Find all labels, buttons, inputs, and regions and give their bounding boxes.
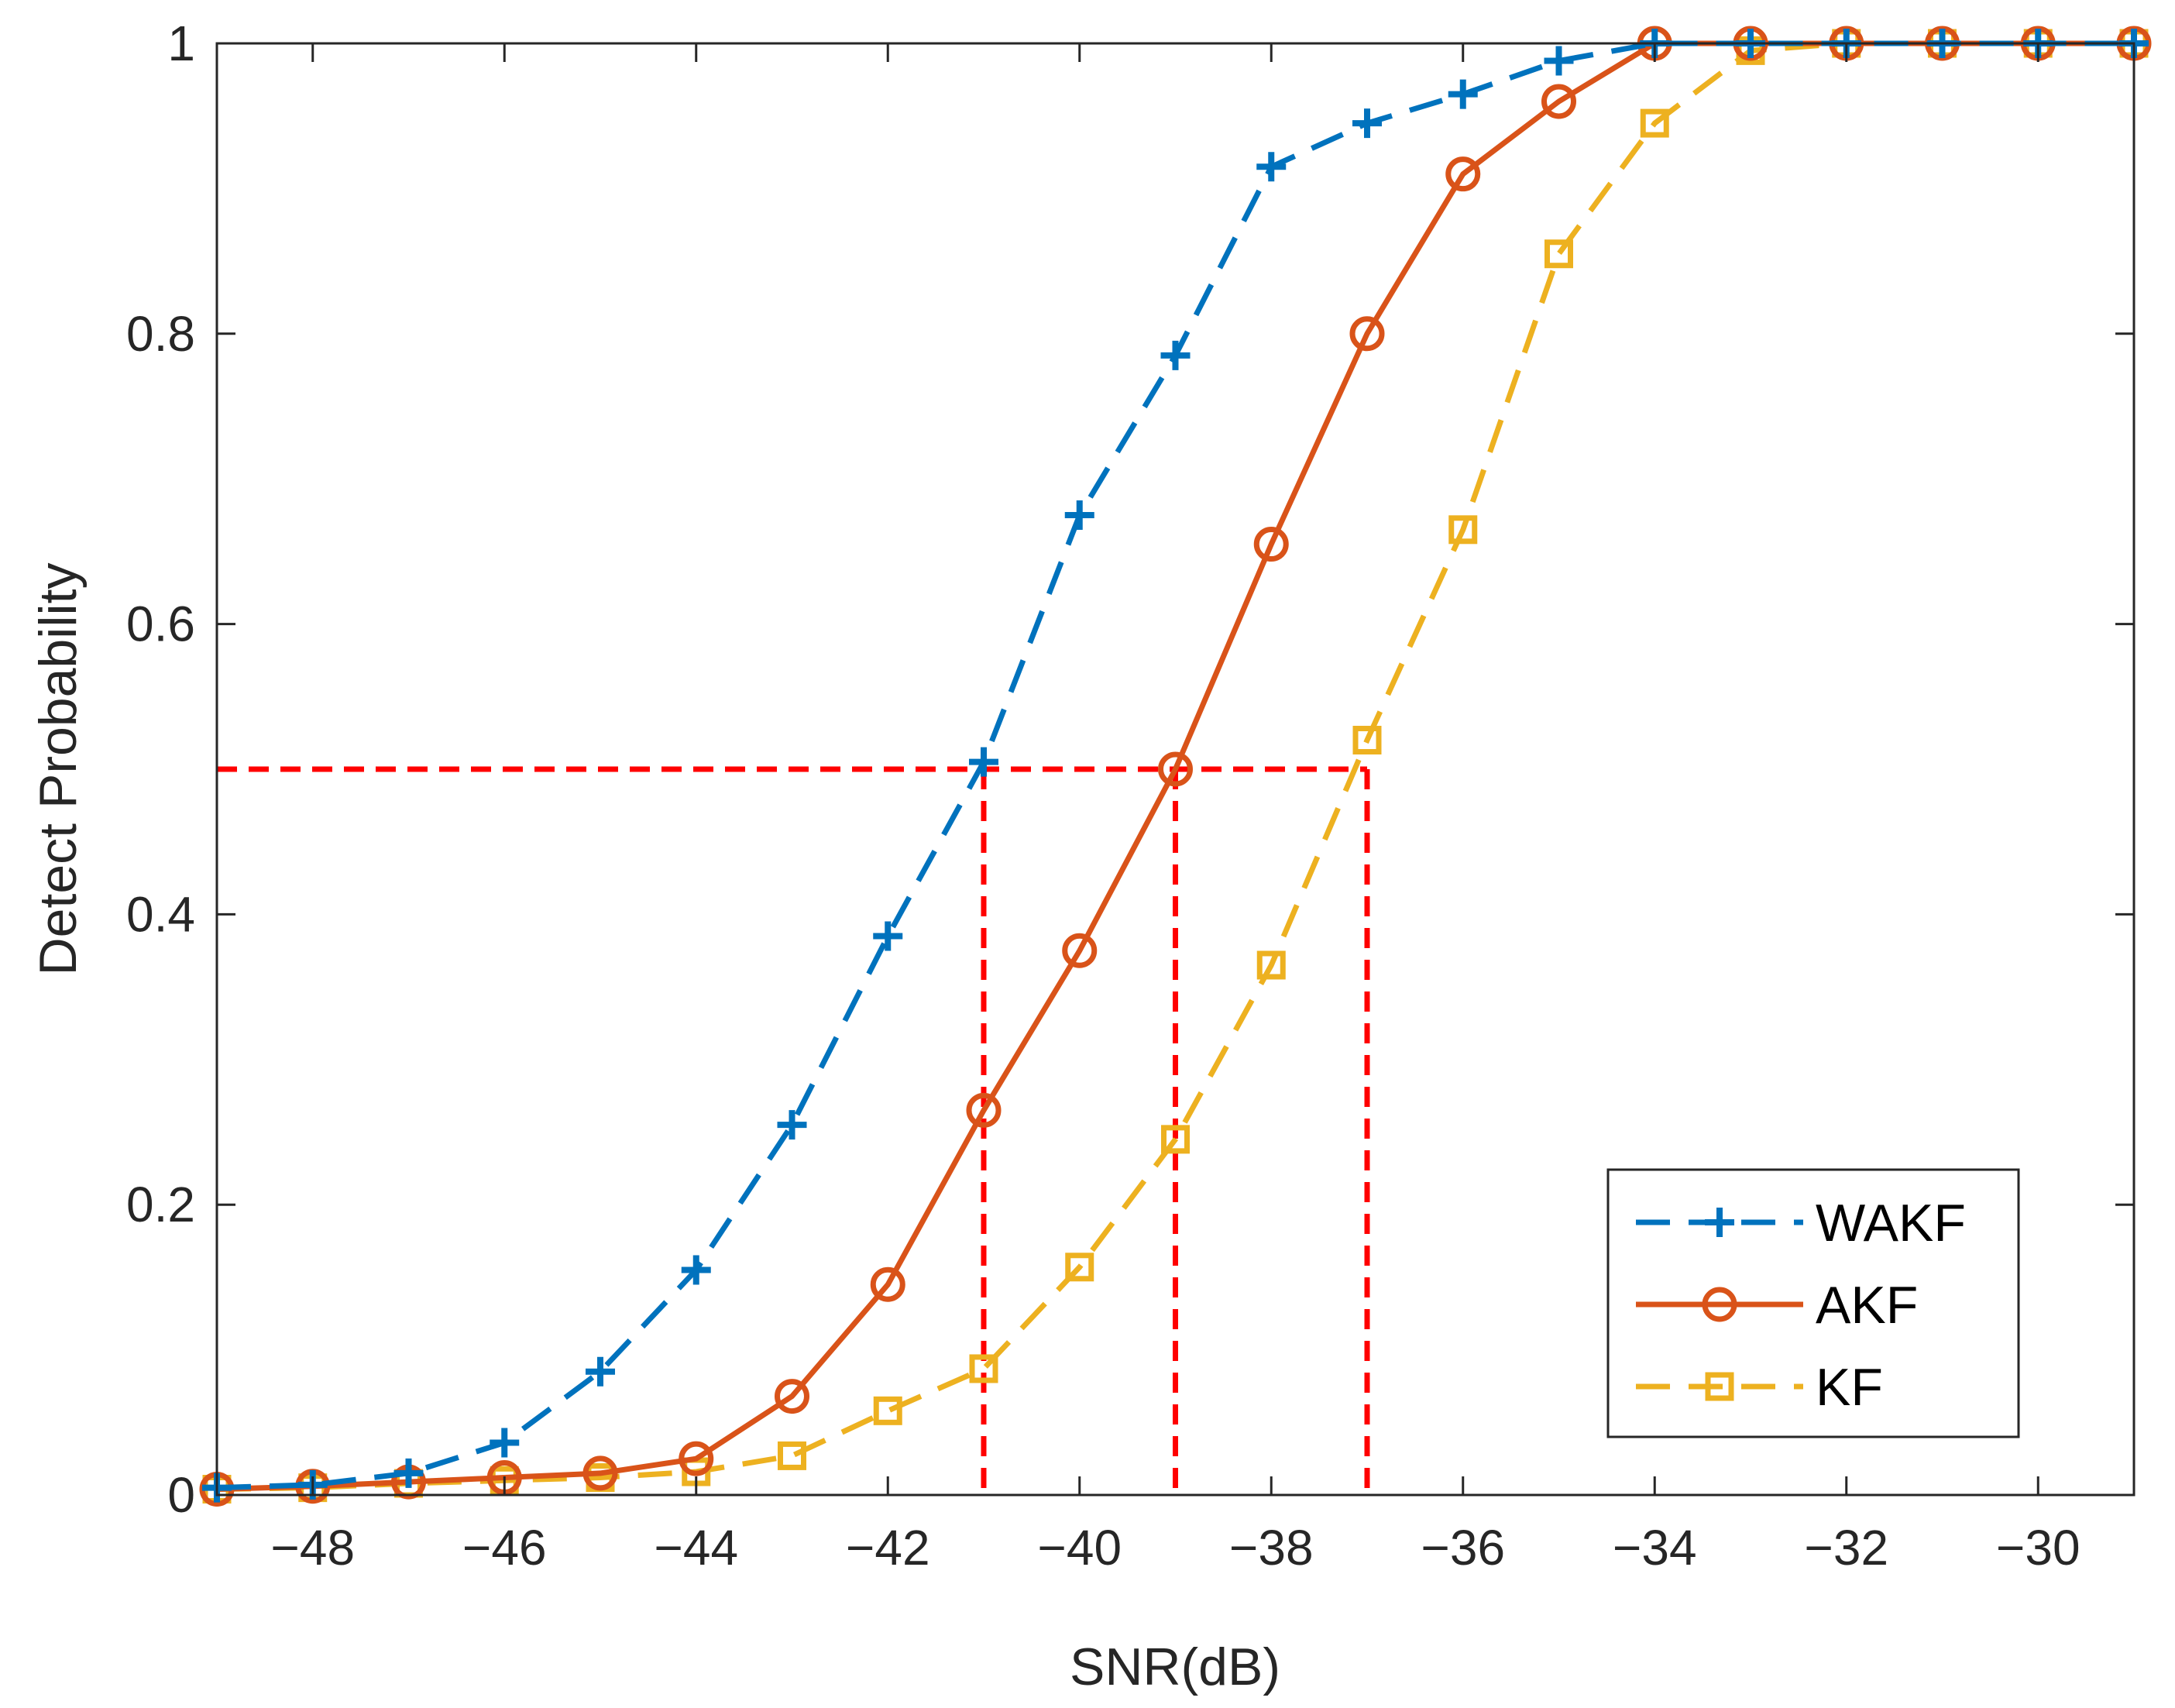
legend-marker-kf: [1705, 1372, 1734, 1401]
data-point-wakf: [1448, 79, 1478, 109]
data-point-kf: [1640, 108, 1669, 138]
x-tick-label: −42: [846, 1520, 930, 1576]
data-point-wakf: [1544, 46, 1574, 76]
data-point-wakf: [490, 1428, 520, 1458]
data-point-wakf: [1352, 108, 1382, 139]
legend-label-akf: AKF: [1816, 1276, 1918, 1335]
plot-frame: [215, 42, 2135, 1497]
data-point-akf: [679, 1441, 714, 1476]
y-tick-label: 0.6: [126, 596, 195, 652]
data-point-akf: [1349, 316, 1385, 352]
data-point-wakf: [969, 747, 998, 777]
legend: WAKF AKF KF: [1606, 1168, 2020, 1438]
x-tick-label: −44: [654, 1520, 738, 1576]
x-tick-label: −30: [1996, 1520, 2081, 1576]
data-point-kf: [1352, 726, 1382, 755]
data-point-kf: [969, 1354, 998, 1383]
data-point-kf: [873, 1396, 902, 1425]
data-point-akf: [1158, 751, 1193, 787]
y-tick-label: 0.8: [126, 306, 195, 362]
y-axis-title: Detect Probability: [29, 563, 88, 976]
data-point-akf: [966, 1092, 1002, 1128]
data-point-akf: [1541, 84, 1576, 119]
y-tick-label: 1: [167, 15, 195, 71]
data-point-wakf: [777, 1110, 807, 1140]
data-point-kf: [1065, 1253, 1094, 1282]
x-tick-label: −36: [1421, 1520, 1505, 1576]
data-point-kf: [1544, 239, 1573, 269]
x-axis-title: SNR(dB): [1070, 1638, 1280, 1696]
data-point-akf: [1062, 933, 1098, 968]
legend-marker-akf: [1702, 1287, 1737, 1322]
data-point-akf: [1445, 156, 1481, 192]
legend-label-kf: KF: [1816, 1358, 1883, 1417]
data-point-kf: [778, 1441, 806, 1470]
x-tick-label: −38: [1229, 1520, 1314, 1576]
x-tick-label: −48: [270, 1520, 355, 1576]
legend-item-wakf: WAKF: [1636, 1194, 1966, 1253]
legend-label-wakf: WAKF: [1816, 1194, 1966, 1253]
data-point-akf: [582, 1455, 618, 1491]
data-point-wakf: [1064, 500, 1094, 531]
data-point-wakf: [1160, 340, 1191, 370]
x-tick-label: −46: [462, 1520, 547, 1576]
data-point-wakf: [586, 1356, 615, 1387]
x-tick-label: −32: [1804, 1520, 1888, 1576]
data-point-kf: [1256, 950, 1286, 980]
data-point-akf: [870, 1266, 905, 1302]
data-point-wakf: [681, 1255, 711, 1285]
data-point-akf: [775, 1379, 809, 1414]
ticks: −48 −46 −44 −42 −40 −38 −36 −34 −32 −30 0 0.2 0.4 0.6…: [126, 15, 2134, 1576]
x-tick-label: −40: [1037, 1520, 1122, 1576]
data-point-wakf: [393, 1458, 424, 1488]
data-point-kf: [1448, 515, 1478, 545]
data-point-kf: [1161, 1125, 1190, 1154]
data-point-wakf: [1256, 152, 1287, 182]
legend-marker-wakf: [1705, 1208, 1734, 1237]
x-tick-label: −34: [1613, 1520, 1697, 1576]
data-point-akf: [1253, 527, 1289, 562]
legend-item-kf: KF: [1636, 1358, 1883, 1417]
y-tick-label: 0: [167, 1467, 195, 1523]
y-tick-label: 0.4: [126, 886, 195, 942]
data-point-wakf: [873, 921, 903, 951]
y-tick-label: 0.2: [126, 1177, 195, 1232]
legend-item-akf: AKF: [1636, 1276, 1918, 1335]
